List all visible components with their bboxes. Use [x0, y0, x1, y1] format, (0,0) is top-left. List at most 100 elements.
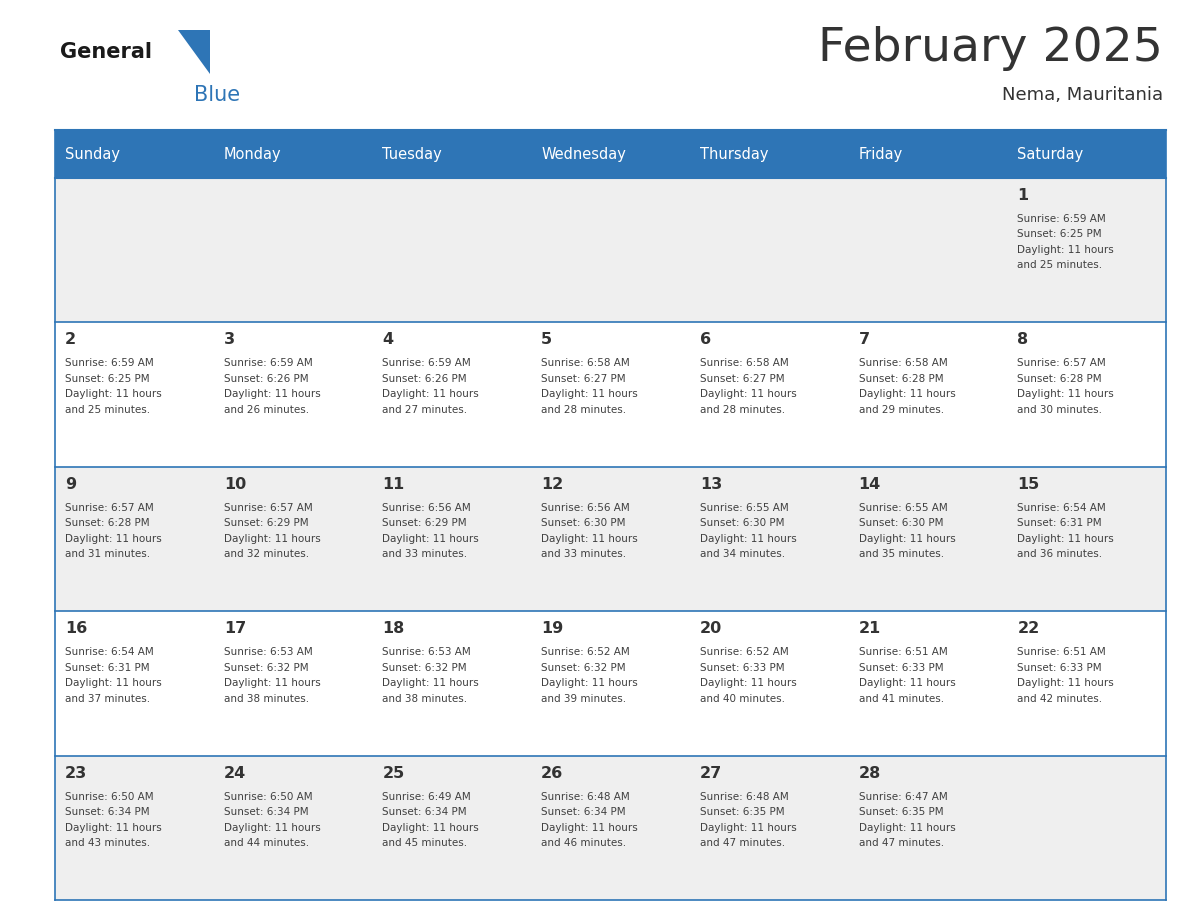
- Bar: [55, 756, 1165, 900]
- Text: and 38 minutes.: and 38 minutes.: [383, 694, 468, 704]
- Text: Daylight: 11 hours: Daylight: 11 hours: [542, 533, 638, 543]
- Text: and 28 minutes.: and 28 minutes.: [700, 405, 785, 415]
- Text: Sunrise: 6:58 AM: Sunrise: 6:58 AM: [542, 358, 630, 368]
- Text: and 46 minutes.: and 46 minutes.: [542, 838, 626, 848]
- Text: Sunset: 6:29 PM: Sunset: 6:29 PM: [223, 519, 309, 528]
- Bar: [55, 611, 1165, 756]
- Text: Sunset: 6:26 PM: Sunset: 6:26 PM: [223, 374, 309, 384]
- Text: Daylight: 11 hours: Daylight: 11 hours: [859, 823, 955, 833]
- Text: and 34 minutes.: and 34 minutes.: [700, 549, 785, 559]
- Text: and 27 minutes.: and 27 minutes.: [383, 405, 468, 415]
- Text: Friday: Friday: [859, 147, 903, 162]
- Text: Daylight: 11 hours: Daylight: 11 hours: [383, 678, 479, 688]
- Text: February 2025: February 2025: [819, 26, 1163, 71]
- Text: Daylight: 11 hours: Daylight: 11 hours: [542, 389, 638, 399]
- Text: 17: 17: [223, 621, 246, 636]
- Text: and 37 minutes.: and 37 minutes.: [65, 694, 150, 704]
- Bar: [55, 322, 1165, 466]
- Text: Sunrise: 6:51 AM: Sunrise: 6:51 AM: [859, 647, 947, 657]
- Text: Sunrise: 6:49 AM: Sunrise: 6:49 AM: [383, 791, 472, 801]
- Bar: [690, 130, 848, 178]
- Text: and 29 minutes.: and 29 minutes.: [859, 405, 943, 415]
- Text: Sunset: 6:32 PM: Sunset: 6:32 PM: [223, 663, 309, 673]
- Text: Sunrise: 6:48 AM: Sunrise: 6:48 AM: [700, 791, 789, 801]
- Text: Sunset: 6:28 PM: Sunset: 6:28 PM: [65, 519, 150, 528]
- Text: Daylight: 11 hours: Daylight: 11 hours: [1017, 245, 1114, 255]
- Text: and 35 minutes.: and 35 minutes.: [859, 549, 943, 559]
- Text: Sunset: 6:34 PM: Sunset: 6:34 PM: [223, 807, 309, 817]
- Text: Daylight: 11 hours: Daylight: 11 hours: [700, 678, 797, 688]
- Text: Sunset: 6:29 PM: Sunset: 6:29 PM: [383, 519, 467, 528]
- Text: Sunrise: 6:59 AM: Sunrise: 6:59 AM: [383, 358, 472, 368]
- Text: and 39 minutes.: and 39 minutes.: [542, 694, 626, 704]
- Polygon shape: [178, 30, 210, 74]
- Text: Daylight: 11 hours: Daylight: 11 hours: [859, 533, 955, 543]
- Text: 27: 27: [700, 766, 722, 780]
- Text: Sunrise: 6:56 AM: Sunrise: 6:56 AM: [542, 503, 630, 513]
- Text: Sunday: Sunday: [65, 147, 120, 162]
- Text: and 40 minutes.: and 40 minutes.: [700, 694, 785, 704]
- Text: Sunset: 6:34 PM: Sunset: 6:34 PM: [542, 807, 626, 817]
- Text: Sunset: 6:33 PM: Sunset: 6:33 PM: [700, 663, 784, 673]
- Text: Sunrise: 6:54 AM: Sunrise: 6:54 AM: [1017, 503, 1106, 513]
- Text: and 47 minutes.: and 47 minutes.: [859, 838, 943, 848]
- Text: and 25 minutes.: and 25 minutes.: [65, 405, 150, 415]
- Text: and 33 minutes.: and 33 minutes.: [542, 549, 626, 559]
- Text: Daylight: 11 hours: Daylight: 11 hours: [700, 533, 797, 543]
- Text: and 32 minutes.: and 32 minutes.: [223, 549, 309, 559]
- Text: and 38 minutes.: and 38 minutes.: [223, 694, 309, 704]
- Text: Sunset: 6:34 PM: Sunset: 6:34 PM: [65, 807, 150, 817]
- Text: Sunset: 6:30 PM: Sunset: 6:30 PM: [542, 519, 626, 528]
- Bar: [848, 130, 1007, 178]
- Text: Sunset: 6:32 PM: Sunset: 6:32 PM: [542, 663, 626, 673]
- Text: 4: 4: [383, 332, 393, 347]
- Text: Wednesday: Wednesday: [542, 147, 626, 162]
- Text: Sunset: 6:33 PM: Sunset: 6:33 PM: [1017, 663, 1102, 673]
- Text: Daylight: 11 hours: Daylight: 11 hours: [1017, 678, 1114, 688]
- Text: 22: 22: [1017, 621, 1040, 636]
- Text: 21: 21: [859, 621, 880, 636]
- Text: and 31 minutes.: and 31 minutes.: [65, 549, 150, 559]
- Text: General: General: [61, 42, 152, 62]
- Text: Sunset: 6:33 PM: Sunset: 6:33 PM: [859, 663, 943, 673]
- Text: and 28 minutes.: and 28 minutes.: [542, 405, 626, 415]
- Text: Daylight: 11 hours: Daylight: 11 hours: [1017, 389, 1114, 399]
- Text: Sunset: 6:27 PM: Sunset: 6:27 PM: [700, 374, 784, 384]
- Text: Sunrise: 6:55 AM: Sunrise: 6:55 AM: [700, 503, 789, 513]
- Text: Sunrise: 6:55 AM: Sunrise: 6:55 AM: [859, 503, 947, 513]
- Text: Sunset: 6:35 PM: Sunset: 6:35 PM: [859, 807, 943, 817]
- Bar: [531, 130, 690, 178]
- Text: Daylight: 11 hours: Daylight: 11 hours: [542, 823, 638, 833]
- Text: Sunrise: 6:50 AM: Sunrise: 6:50 AM: [223, 791, 312, 801]
- Text: Sunrise: 6:52 AM: Sunrise: 6:52 AM: [542, 647, 630, 657]
- Text: Sunrise: 6:52 AM: Sunrise: 6:52 AM: [700, 647, 789, 657]
- Text: Sunset: 6:32 PM: Sunset: 6:32 PM: [383, 663, 467, 673]
- Text: Sunrise: 6:58 AM: Sunrise: 6:58 AM: [700, 358, 789, 368]
- Text: Saturday: Saturday: [1017, 147, 1083, 162]
- Text: Monday: Monday: [223, 147, 282, 162]
- Text: Daylight: 11 hours: Daylight: 11 hours: [65, 678, 162, 688]
- Text: Sunrise: 6:51 AM: Sunrise: 6:51 AM: [1017, 647, 1106, 657]
- Text: Sunrise: 6:50 AM: Sunrise: 6:50 AM: [65, 791, 153, 801]
- Text: and 30 minutes.: and 30 minutes.: [1017, 405, 1102, 415]
- Bar: [55, 178, 1165, 322]
- Text: Blue: Blue: [194, 85, 240, 105]
- Text: and 42 minutes.: and 42 minutes.: [1017, 694, 1102, 704]
- Text: Sunset: 6:28 PM: Sunset: 6:28 PM: [859, 374, 943, 384]
- Text: Daylight: 11 hours: Daylight: 11 hours: [859, 678, 955, 688]
- Text: 18: 18: [383, 621, 405, 636]
- Text: Sunset: 6:28 PM: Sunset: 6:28 PM: [1017, 374, 1102, 384]
- Text: Sunrise: 6:57 AM: Sunrise: 6:57 AM: [1017, 358, 1106, 368]
- Text: Sunset: 6:25 PM: Sunset: 6:25 PM: [1017, 230, 1102, 240]
- Text: 23: 23: [65, 766, 87, 780]
- Text: Sunrise: 6:59 AM: Sunrise: 6:59 AM: [65, 358, 153, 368]
- Text: Daylight: 11 hours: Daylight: 11 hours: [223, 533, 321, 543]
- Text: Daylight: 11 hours: Daylight: 11 hours: [1017, 533, 1114, 543]
- Text: 5: 5: [542, 332, 552, 347]
- Text: Daylight: 11 hours: Daylight: 11 hours: [223, 389, 321, 399]
- Text: Sunset: 6:25 PM: Sunset: 6:25 PM: [65, 374, 150, 384]
- Text: Sunset: 6:30 PM: Sunset: 6:30 PM: [859, 519, 943, 528]
- Text: 14: 14: [859, 476, 880, 492]
- Text: and 41 minutes.: and 41 minutes.: [859, 694, 943, 704]
- Text: Sunset: 6:26 PM: Sunset: 6:26 PM: [383, 374, 467, 384]
